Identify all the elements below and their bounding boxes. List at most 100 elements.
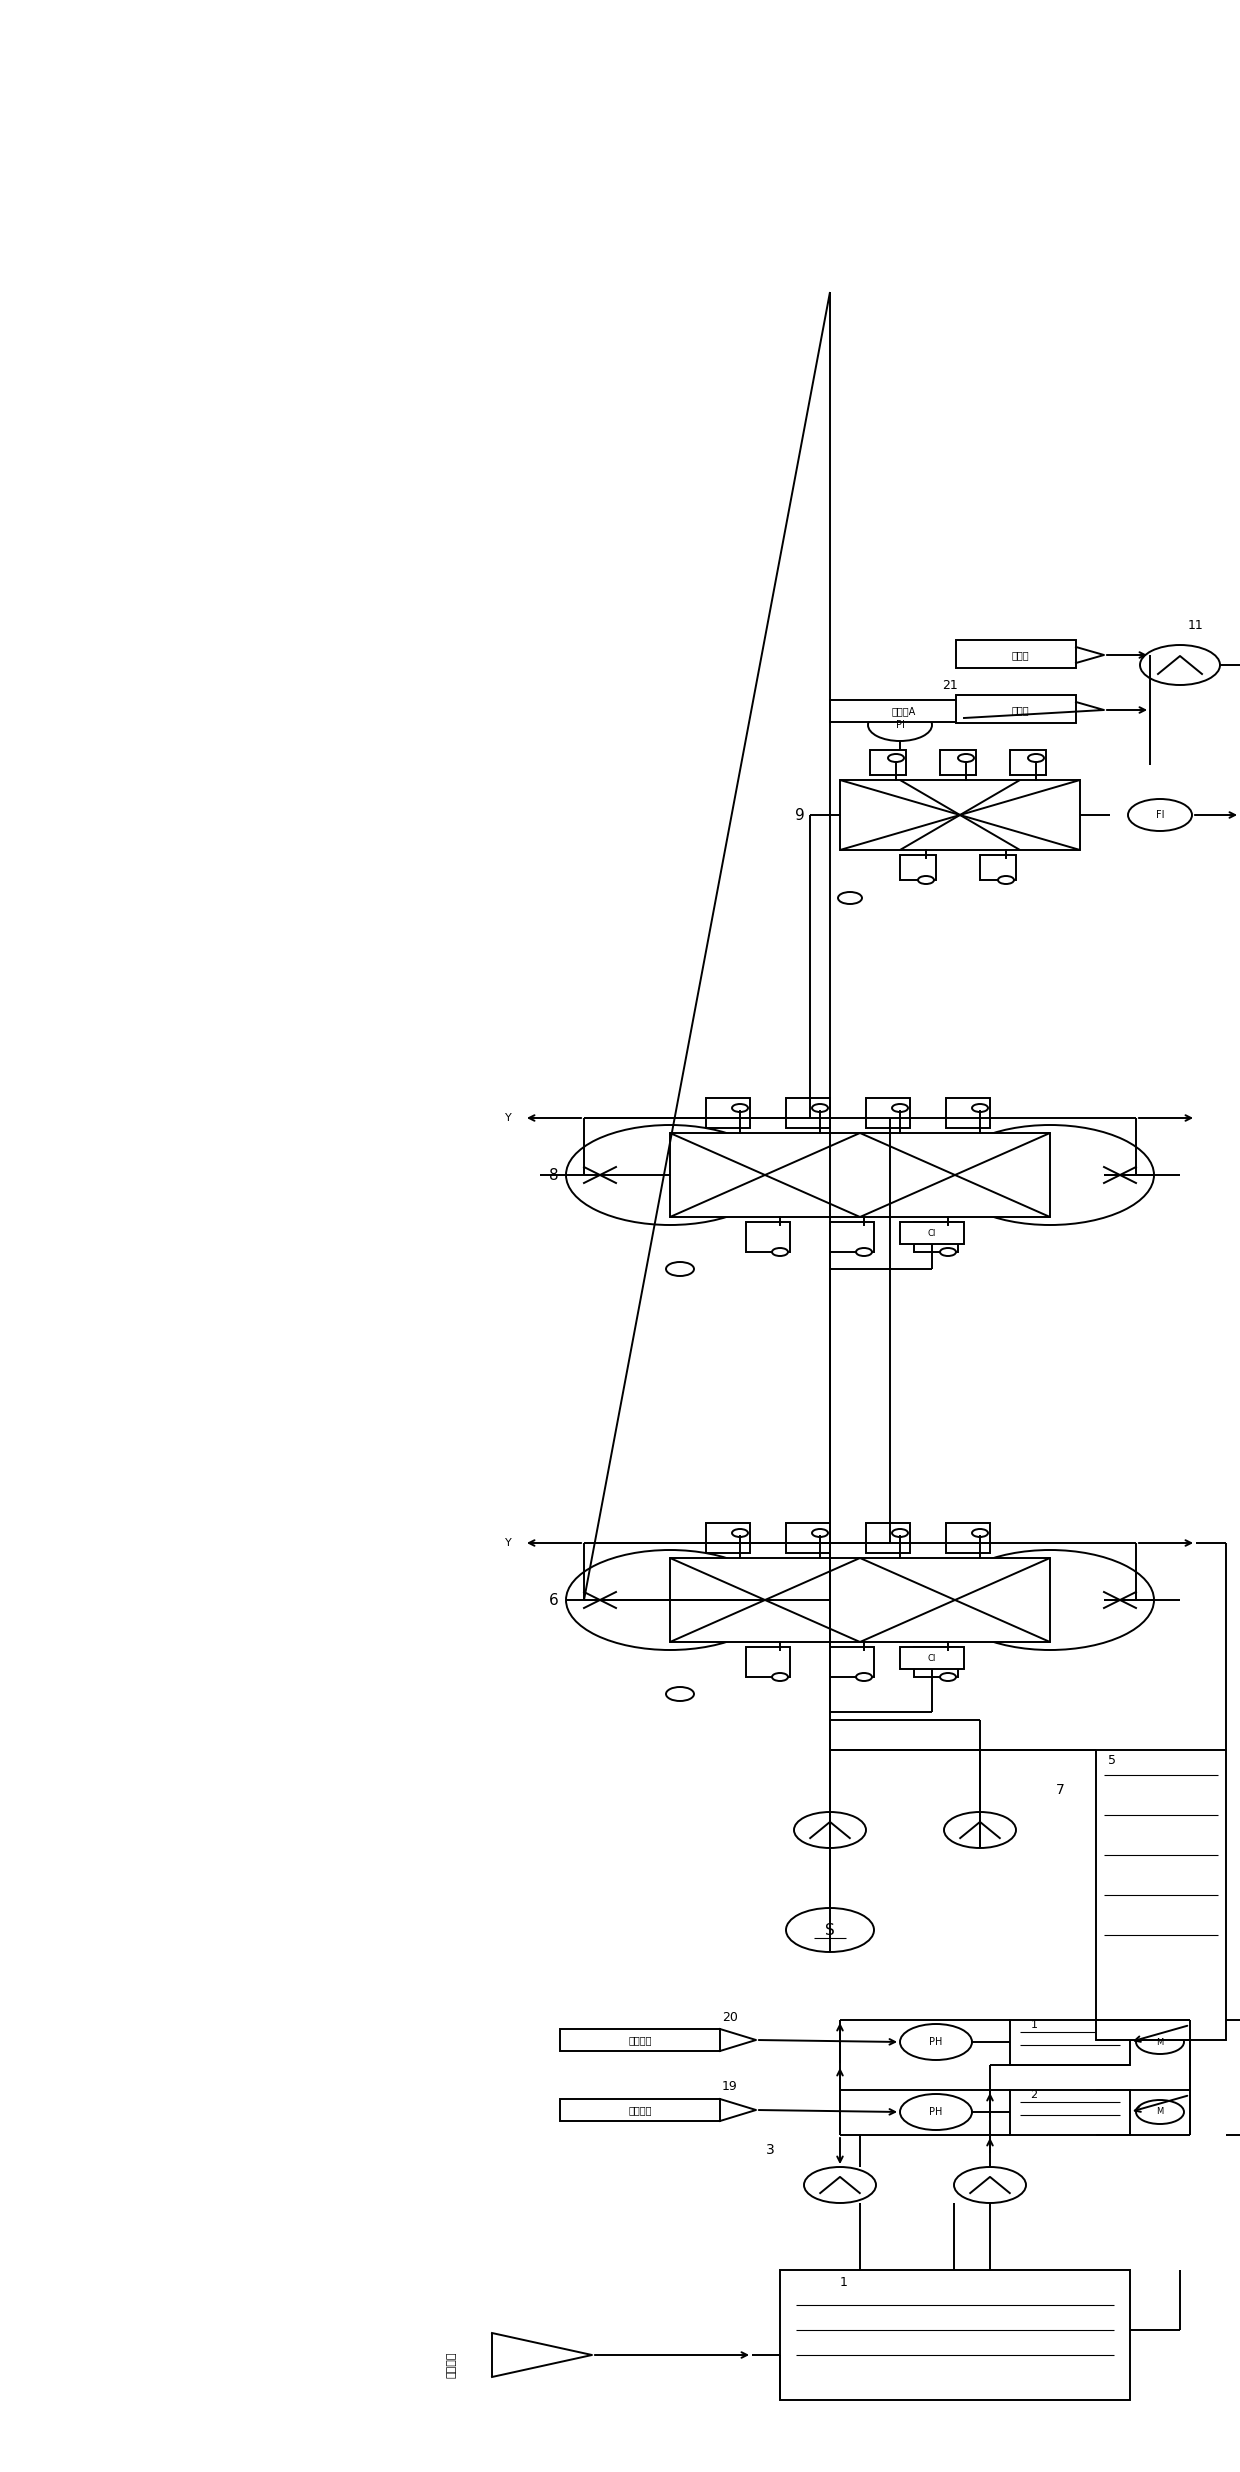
Text: Y: Y xyxy=(505,1538,511,1547)
Circle shape xyxy=(892,1105,908,1112)
Text: PH: PH xyxy=(929,2106,942,2116)
Bar xyxy=(946,1523,990,1552)
Circle shape xyxy=(794,1812,866,1849)
Bar xyxy=(780,2269,1130,2400)
Text: 5: 5 xyxy=(1109,1753,1116,1767)
Text: 含氟废水: 含氟废水 xyxy=(446,2351,458,2378)
Bar xyxy=(839,781,1080,850)
Circle shape xyxy=(666,1263,694,1276)
Text: 11: 11 xyxy=(1188,618,1204,630)
Circle shape xyxy=(773,1674,787,1681)
Bar xyxy=(1096,1750,1226,2039)
Bar xyxy=(746,1646,790,1676)
Text: Y: Y xyxy=(505,1112,511,1122)
Bar xyxy=(706,1098,750,1127)
Circle shape xyxy=(892,1530,908,1538)
Ellipse shape xyxy=(946,1125,1154,1226)
Circle shape xyxy=(732,1530,748,1538)
Ellipse shape xyxy=(565,1550,774,1649)
Circle shape xyxy=(732,1105,748,1112)
Circle shape xyxy=(940,1674,956,1681)
Text: 杀菌剂: 杀菌剂 xyxy=(1011,650,1029,660)
Bar xyxy=(830,1646,874,1676)
Text: PI: PI xyxy=(895,719,904,729)
Circle shape xyxy=(868,709,932,742)
Text: 1: 1 xyxy=(839,2277,848,2289)
Text: CI: CI xyxy=(928,1654,936,1664)
Text: 3: 3 xyxy=(765,2143,774,2158)
Circle shape xyxy=(940,1248,956,1256)
Circle shape xyxy=(1128,798,1192,831)
Circle shape xyxy=(1028,754,1044,761)
Text: 7: 7 xyxy=(1055,1782,1064,1797)
Circle shape xyxy=(856,1248,872,1256)
Bar xyxy=(786,1098,830,1127)
Ellipse shape xyxy=(565,1125,774,1226)
Text: 氢氧化钠: 氢氧化钠 xyxy=(629,2034,652,2044)
Bar xyxy=(870,749,906,776)
Circle shape xyxy=(998,875,1014,885)
Text: PH: PH xyxy=(929,2037,942,2047)
Circle shape xyxy=(900,2025,972,2059)
Text: 8: 8 xyxy=(549,1167,559,1182)
Text: 20: 20 xyxy=(722,2010,738,2025)
Bar xyxy=(1011,2089,1130,2136)
Circle shape xyxy=(773,1248,787,1256)
Bar xyxy=(900,1221,963,1243)
Circle shape xyxy=(1136,2030,1184,2054)
Bar xyxy=(670,1132,1050,1216)
Text: 21: 21 xyxy=(942,677,957,692)
Circle shape xyxy=(972,1530,988,1538)
Bar xyxy=(830,1221,874,1251)
Bar xyxy=(1011,749,1047,776)
Bar xyxy=(956,695,1076,722)
Bar xyxy=(786,1523,830,1552)
Circle shape xyxy=(1136,2101,1184,2123)
Text: 2: 2 xyxy=(1030,2089,1038,2101)
Circle shape xyxy=(959,754,973,761)
Bar xyxy=(956,640,1076,667)
Text: 还原剂: 还原剂 xyxy=(1011,705,1029,714)
Text: 加压泵A: 加压泵A xyxy=(892,707,916,717)
Circle shape xyxy=(804,2168,875,2203)
Text: S: S xyxy=(825,1923,835,1938)
Bar xyxy=(866,1523,910,1552)
Text: M: M xyxy=(1157,2037,1163,2047)
Bar xyxy=(946,1098,990,1127)
Ellipse shape xyxy=(946,1550,1154,1649)
Circle shape xyxy=(786,1908,874,1953)
Bar xyxy=(866,1098,910,1127)
Circle shape xyxy=(1140,645,1220,685)
Bar xyxy=(746,1221,790,1251)
Circle shape xyxy=(900,2094,972,2131)
Bar xyxy=(940,749,976,776)
Bar xyxy=(914,1221,959,1251)
Bar xyxy=(670,1557,1050,1641)
Bar xyxy=(830,700,980,722)
Bar xyxy=(900,855,936,880)
Bar xyxy=(914,1646,959,1676)
Circle shape xyxy=(856,1674,872,1681)
Circle shape xyxy=(944,1812,1016,1849)
Circle shape xyxy=(918,875,934,885)
Text: 6: 6 xyxy=(549,1592,559,1607)
Circle shape xyxy=(812,1530,828,1538)
Circle shape xyxy=(838,892,862,905)
Bar xyxy=(560,2099,720,2121)
Text: 氢氧化钠: 氢氧化钠 xyxy=(629,2106,652,2116)
Bar xyxy=(1011,2020,1130,2064)
Circle shape xyxy=(972,1105,988,1112)
Circle shape xyxy=(666,1686,694,1701)
Circle shape xyxy=(954,2168,1025,2203)
Bar xyxy=(980,855,1016,880)
Text: FI: FI xyxy=(1156,811,1164,821)
Text: CI: CI xyxy=(928,1229,936,1238)
Circle shape xyxy=(888,754,904,761)
Text: 9: 9 xyxy=(795,808,805,823)
Text: 19: 19 xyxy=(722,2081,738,2094)
Circle shape xyxy=(812,1105,828,1112)
Text: 1: 1 xyxy=(1030,2020,1038,2030)
Bar xyxy=(900,1646,963,1669)
Bar xyxy=(706,1523,750,1552)
Bar xyxy=(560,2030,720,2052)
